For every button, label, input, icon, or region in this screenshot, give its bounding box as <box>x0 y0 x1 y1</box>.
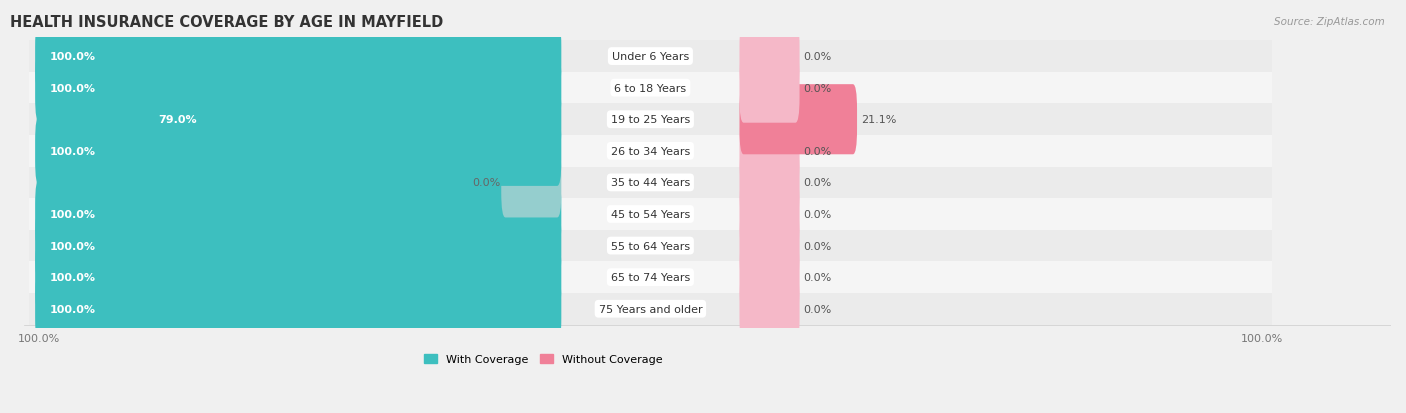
FancyBboxPatch shape <box>740 53 800 123</box>
FancyBboxPatch shape <box>502 148 561 218</box>
Bar <box>30 230 1272 262</box>
Legend: With Coverage, Without Coverage: With Coverage, Without Coverage <box>419 349 666 369</box>
Text: 45 to 54 Years: 45 to 54 Years <box>610 209 690 219</box>
Text: 100.0%: 100.0% <box>49 52 96 62</box>
FancyBboxPatch shape <box>740 211 800 281</box>
FancyBboxPatch shape <box>35 116 561 186</box>
Text: 35 to 44 Years: 35 to 44 Years <box>610 178 690 188</box>
Text: 0.0%: 0.0% <box>803 273 831 282</box>
Text: 100.0%: 100.0% <box>49 147 96 157</box>
FancyBboxPatch shape <box>35 53 561 123</box>
FancyBboxPatch shape <box>740 116 800 186</box>
FancyBboxPatch shape <box>740 85 858 155</box>
FancyBboxPatch shape <box>35 180 561 249</box>
Text: 0.0%: 0.0% <box>803 83 831 93</box>
Bar <box>30 293 1272 325</box>
FancyBboxPatch shape <box>35 242 561 313</box>
FancyBboxPatch shape <box>740 22 800 92</box>
FancyBboxPatch shape <box>740 242 800 313</box>
FancyBboxPatch shape <box>35 22 561 92</box>
Text: 75 Years and older: 75 Years and older <box>599 304 702 314</box>
FancyBboxPatch shape <box>740 180 800 249</box>
Text: 100.0%: 100.0% <box>49 209 96 219</box>
FancyBboxPatch shape <box>143 85 561 155</box>
Text: 65 to 74 Years: 65 to 74 Years <box>610 273 690 282</box>
Text: 26 to 34 Years: 26 to 34 Years <box>610 147 690 157</box>
Text: 0.0%: 0.0% <box>472 178 501 188</box>
Text: 0.0%: 0.0% <box>803 241 831 251</box>
Text: 100.0%: 100.0% <box>49 241 96 251</box>
Bar <box>30 262 1272 293</box>
FancyBboxPatch shape <box>740 148 800 218</box>
Text: 0.0%: 0.0% <box>803 147 831 157</box>
Text: 79.0%: 79.0% <box>159 115 197 125</box>
Bar <box>30 167 1272 199</box>
Text: 19 to 25 Years: 19 to 25 Years <box>610 115 690 125</box>
Text: 6 to 18 Years: 6 to 18 Years <box>614 83 686 93</box>
Text: 21.1%: 21.1% <box>860 115 896 125</box>
FancyBboxPatch shape <box>740 274 800 344</box>
Text: 55 to 64 Years: 55 to 64 Years <box>610 241 690 251</box>
Text: Under 6 Years: Under 6 Years <box>612 52 689 62</box>
Text: 0.0%: 0.0% <box>803 209 831 219</box>
FancyBboxPatch shape <box>35 211 561 281</box>
Bar <box>30 73 1272 104</box>
FancyBboxPatch shape <box>35 274 561 344</box>
Bar <box>30 104 1272 136</box>
Text: 0.0%: 0.0% <box>803 52 831 62</box>
Text: Source: ZipAtlas.com: Source: ZipAtlas.com <box>1274 17 1385 26</box>
Bar <box>30 199 1272 230</box>
Text: HEALTH INSURANCE COVERAGE BY AGE IN MAYFIELD: HEALTH INSURANCE COVERAGE BY AGE IN MAYF… <box>10 15 443 30</box>
Text: 100.0%: 100.0% <box>49 83 96 93</box>
Text: 0.0%: 0.0% <box>803 178 831 188</box>
Bar <box>30 136 1272 167</box>
Text: 100.0%: 100.0% <box>49 273 96 282</box>
Text: 100.0%: 100.0% <box>49 304 96 314</box>
Bar <box>30 41 1272 73</box>
Text: 0.0%: 0.0% <box>803 304 831 314</box>
